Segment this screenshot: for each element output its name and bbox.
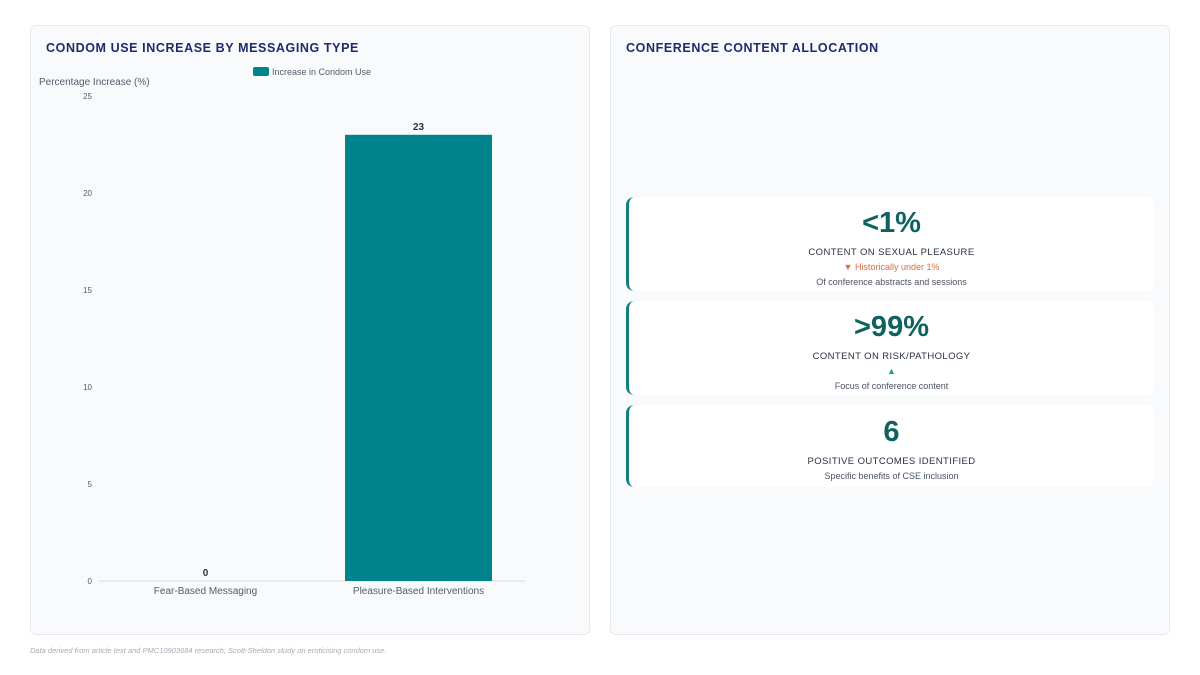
stats-panel: CONFERENCE CONTENT ALLOCATION <1% CONTEN… xyxy=(610,25,1170,635)
stat-label: POSITIVE OUTCOMES IDENTIFIED xyxy=(807,456,976,467)
y-tick-label: 10 xyxy=(83,383,92,392)
legend-label: Increase in Condom Use xyxy=(272,67,371,77)
y-tick-label: 25 xyxy=(83,92,92,101)
x-tick-label: Pleasure-Based Interventions xyxy=(353,586,484,597)
stat-description: Focus of conference content xyxy=(834,381,949,391)
stat-label: CONTENT ON RISK/PATHOLOGY xyxy=(812,351,971,362)
bar-value-label: 23 xyxy=(413,122,425,133)
stat-trend-text: Historically under 1% xyxy=(854,262,940,272)
y-tick-label: 15 xyxy=(83,286,92,295)
chart-panel-title: CONDOM USE INCREASE BY MESSAGING TYPE xyxy=(46,41,359,55)
stat-card-risk: >99% CONTENT ON RISK/PATHOLOGY ▲ Focus o… xyxy=(626,301,1154,395)
trend-up-icon: ▲ xyxy=(887,366,896,376)
stat-label: CONTENT ON SEXUAL PLEASURE xyxy=(808,247,975,258)
x-tick-label: Fear-Based Messaging xyxy=(154,586,257,597)
stat-value: 6 xyxy=(883,416,900,448)
y-tick-label: 5 xyxy=(88,480,93,489)
bar-chart: Percentage Increase (%) 0 5 10 15 20 25 Increas… xyxy=(39,67,525,597)
footnote: Data derived from article text and PMC10… xyxy=(30,646,387,655)
stat-card-outcomes: 6 POSITIVE OUTCOMES IDENTIFIED Specific … xyxy=(626,405,1154,487)
stat-card-pleasure: <1% CONTENT ON SEXUAL PLEASURE ▼ Histori… xyxy=(626,197,1154,291)
bar-value-label: 0 xyxy=(203,568,209,579)
y-tick-label: 0 xyxy=(88,577,93,586)
trend-down-icon: ▼ xyxy=(843,262,853,272)
stats-panel-title: CONFERENCE CONTENT ALLOCATION xyxy=(626,41,879,55)
stat-trend: ▼ Historically under 1% xyxy=(629,262,1154,273)
stat-description: Specific benefits of CSE inclusion xyxy=(824,471,959,481)
y-axis-label: Percentage Increase (%) xyxy=(39,77,150,88)
stat-value: >99% xyxy=(854,311,929,343)
stat-value: <1% xyxy=(862,207,921,239)
bar xyxy=(345,134,492,582)
stat-description: Of conference abstracts and sessions xyxy=(816,277,967,287)
legend-swatch xyxy=(253,67,269,76)
y-tick-label: 20 xyxy=(83,189,92,198)
stat-trend: ▲ xyxy=(629,366,1154,377)
chart-panel: CONDOM USE INCREASE BY MESSAGING TYPE Pe… xyxy=(30,25,590,635)
